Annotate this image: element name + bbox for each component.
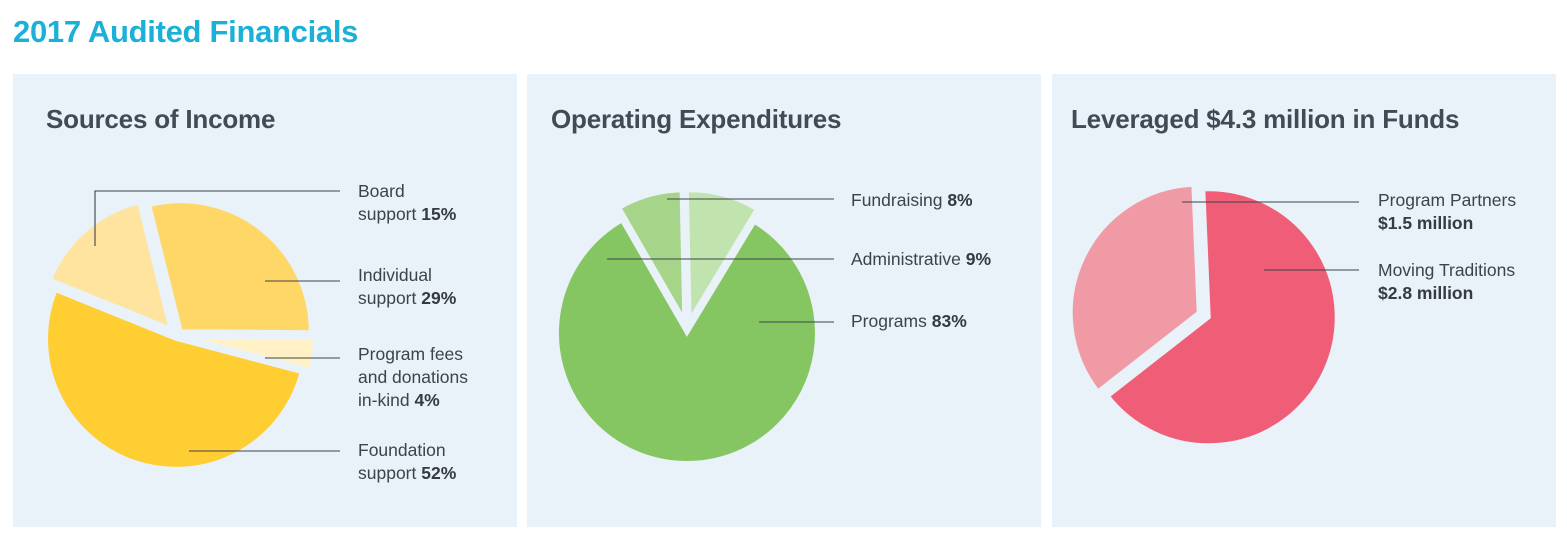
legend-value: 83%	[931, 311, 967, 331]
legend-board-support: Board support 15%	[358, 180, 456, 226]
pie-slice	[1068, 182, 1201, 395]
leveraged-funds-panel: Leveraged $4.3 million in Funds Program …	[1052, 74, 1556, 527]
pie-slice	[1105, 187, 1339, 448]
pie-slice	[684, 188, 760, 328]
legend-program-fees: Program fees and donations in-kind 4%	[358, 343, 468, 412]
legend-label: Board	[358, 181, 405, 201]
pie-slice	[555, 217, 819, 465]
legend-fundraising: Fundraising 8%	[851, 189, 973, 212]
legend-label: Foundation	[358, 440, 446, 460]
legend-individual-support: Individual support 29%	[358, 264, 456, 310]
pie-slice	[47, 199, 174, 332]
legend-programs: Programs 83%	[851, 310, 967, 333]
legend-label: Program fees	[358, 344, 464, 364]
legend-value: 29%	[421, 288, 457, 308]
leveraged-funds-pie	[1068, 182, 1359, 448]
legend-label: Moving Traditions	[1378, 260, 1516, 280]
operating-expenditures-panel: Operating Expenditures Fundraising 8% Ad…	[527, 74, 1041, 527]
legend-label: Administrative	[851, 249, 961, 269]
pie-slice	[616, 188, 687, 322]
leader-line	[94, 190, 340, 246]
page-title: 2017 Audited Financials	[13, 14, 359, 49]
panel-title: Operating Expenditures	[551, 104, 842, 134]
operating-expenditures-pie	[555, 188, 834, 465]
legend-label: support	[358, 288, 417, 308]
sources-of-income-pie	[44, 190, 340, 471]
legend-label: support	[358, 204, 417, 224]
legend-label: Fundraising	[851, 190, 943, 210]
legend-program-partners: Program Partners $1.5 million	[1378, 189, 1516, 235]
legend-value: $1.5 million	[1378, 213, 1474, 233]
legend-value: 4%	[414, 390, 440, 410]
panel-title: Leveraged $4.3 million in Funds	[1071, 104, 1460, 134]
legend-administrative: Administrative 9%	[851, 248, 991, 271]
panel-title: Sources of Income	[46, 104, 276, 134]
pie-slice	[146, 199, 313, 335]
legend-label: Individual	[358, 265, 432, 285]
legend-label: support	[358, 463, 417, 483]
sources-of-income-panel: Sources of Income Board support 15% Indi…	[13, 74, 517, 527]
pie-slice	[44, 287, 305, 471]
legend-value: 15%	[421, 204, 457, 224]
legend-foundation-support: Foundation support 52%	[358, 439, 456, 485]
legend-label: Program Partners	[1378, 190, 1517, 210]
pie-slice	[184, 335, 317, 373]
legend-label: Programs	[851, 311, 927, 331]
legend-label: and donations	[358, 367, 468, 387]
legend-value: 8%	[947, 190, 973, 210]
legend-value: 9%	[965, 249, 992, 269]
legend-value: $2.8 million	[1378, 283, 1474, 303]
legend-value: 52%	[421, 463, 457, 483]
legend-moving-traditions: Moving Traditions $2.8 million	[1378, 259, 1515, 305]
legend-label: in-kind	[358, 390, 410, 410]
